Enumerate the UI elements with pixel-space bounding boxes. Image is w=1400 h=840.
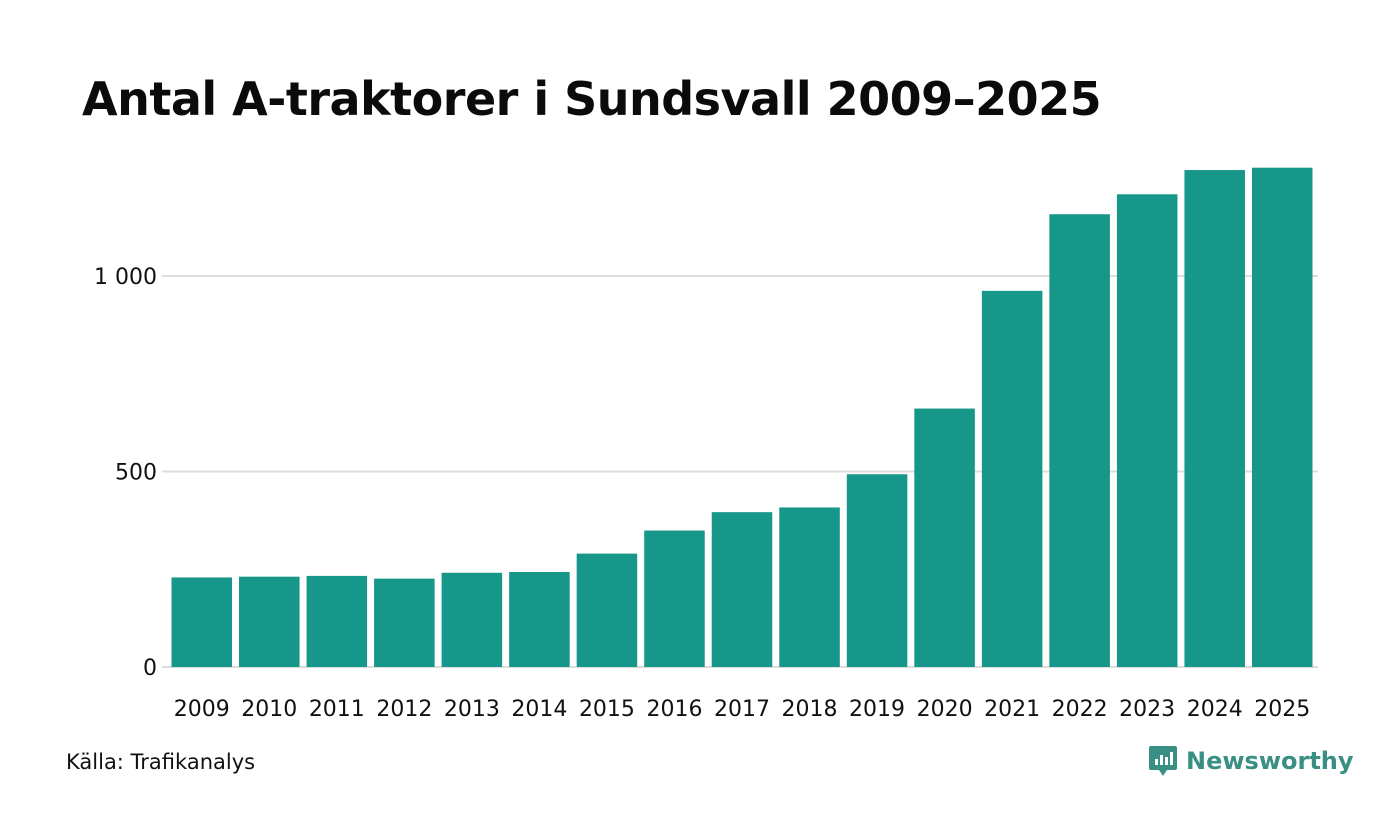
x-tick-label: 2023 xyxy=(1119,697,1175,722)
newsworthy-logo[interactable]: Newsworthy xyxy=(1148,744,1354,778)
bar-2009 xyxy=(171,577,233,667)
x-tick-label: 2025 xyxy=(1254,697,1310,722)
bar-2014 xyxy=(509,571,570,667)
bar-2010 xyxy=(239,576,300,667)
x-tick-label: 2009 xyxy=(174,697,230,722)
x-tick-label: 2016 xyxy=(646,697,702,722)
y-tick-label: 0 xyxy=(143,656,157,681)
bar-2013 xyxy=(441,572,503,667)
bar-2019 xyxy=(846,474,908,667)
x-tick-label: 2014 xyxy=(511,697,567,722)
bar-2022 xyxy=(1049,214,1110,668)
bar-2020 xyxy=(914,408,975,667)
y-tick-label: 1 000 xyxy=(94,265,157,290)
bar-2025 xyxy=(1251,167,1313,667)
x-tick-label: 2019 xyxy=(849,697,905,722)
x-tick-label: 2010 xyxy=(241,697,297,722)
bar-2017 xyxy=(711,512,773,667)
x-tick-label: 2021 xyxy=(984,697,1040,722)
bar-2021 xyxy=(981,290,1043,667)
bar-2012 xyxy=(374,578,435,667)
bar-2023 xyxy=(1116,194,1178,667)
x-tick-label: 2018 xyxy=(782,697,838,722)
y-tick-label: 500 xyxy=(115,461,157,486)
x-tick-label: 2020 xyxy=(917,697,973,722)
x-tick-label: 2017 xyxy=(714,697,770,722)
y-axis-ticks: 0 500 1 000 xyxy=(94,265,157,681)
chart-title: Antal A-traktorer i Sundsvall 2009–2025 xyxy=(82,72,1102,126)
x-tick-label: 2013 xyxy=(444,697,500,722)
x-tick-label: 2015 xyxy=(579,697,635,722)
x-tick-label: 2024 xyxy=(1187,697,1243,722)
bar-2015 xyxy=(576,553,638,667)
source-note: Källa: Trafikanalys xyxy=(66,750,256,774)
x-tick-label: 2012 xyxy=(376,697,432,722)
x-axis-ticks: 2009 2010 2011 2012 2013 2014 2015 2016 2017 2018… xyxy=(174,697,1310,722)
bar-2016 xyxy=(644,530,705,667)
x-tick-label: 2022 xyxy=(1052,697,1108,722)
bar-2018 xyxy=(779,507,840,667)
newsworthy-logo-icon xyxy=(1149,746,1177,776)
x-tick-label: 2011 xyxy=(309,697,365,722)
bar-2011 xyxy=(306,575,368,667)
bars xyxy=(171,167,1313,668)
brand-name: Newsworthy xyxy=(1186,747,1354,775)
bar-2024 xyxy=(1184,170,1245,667)
